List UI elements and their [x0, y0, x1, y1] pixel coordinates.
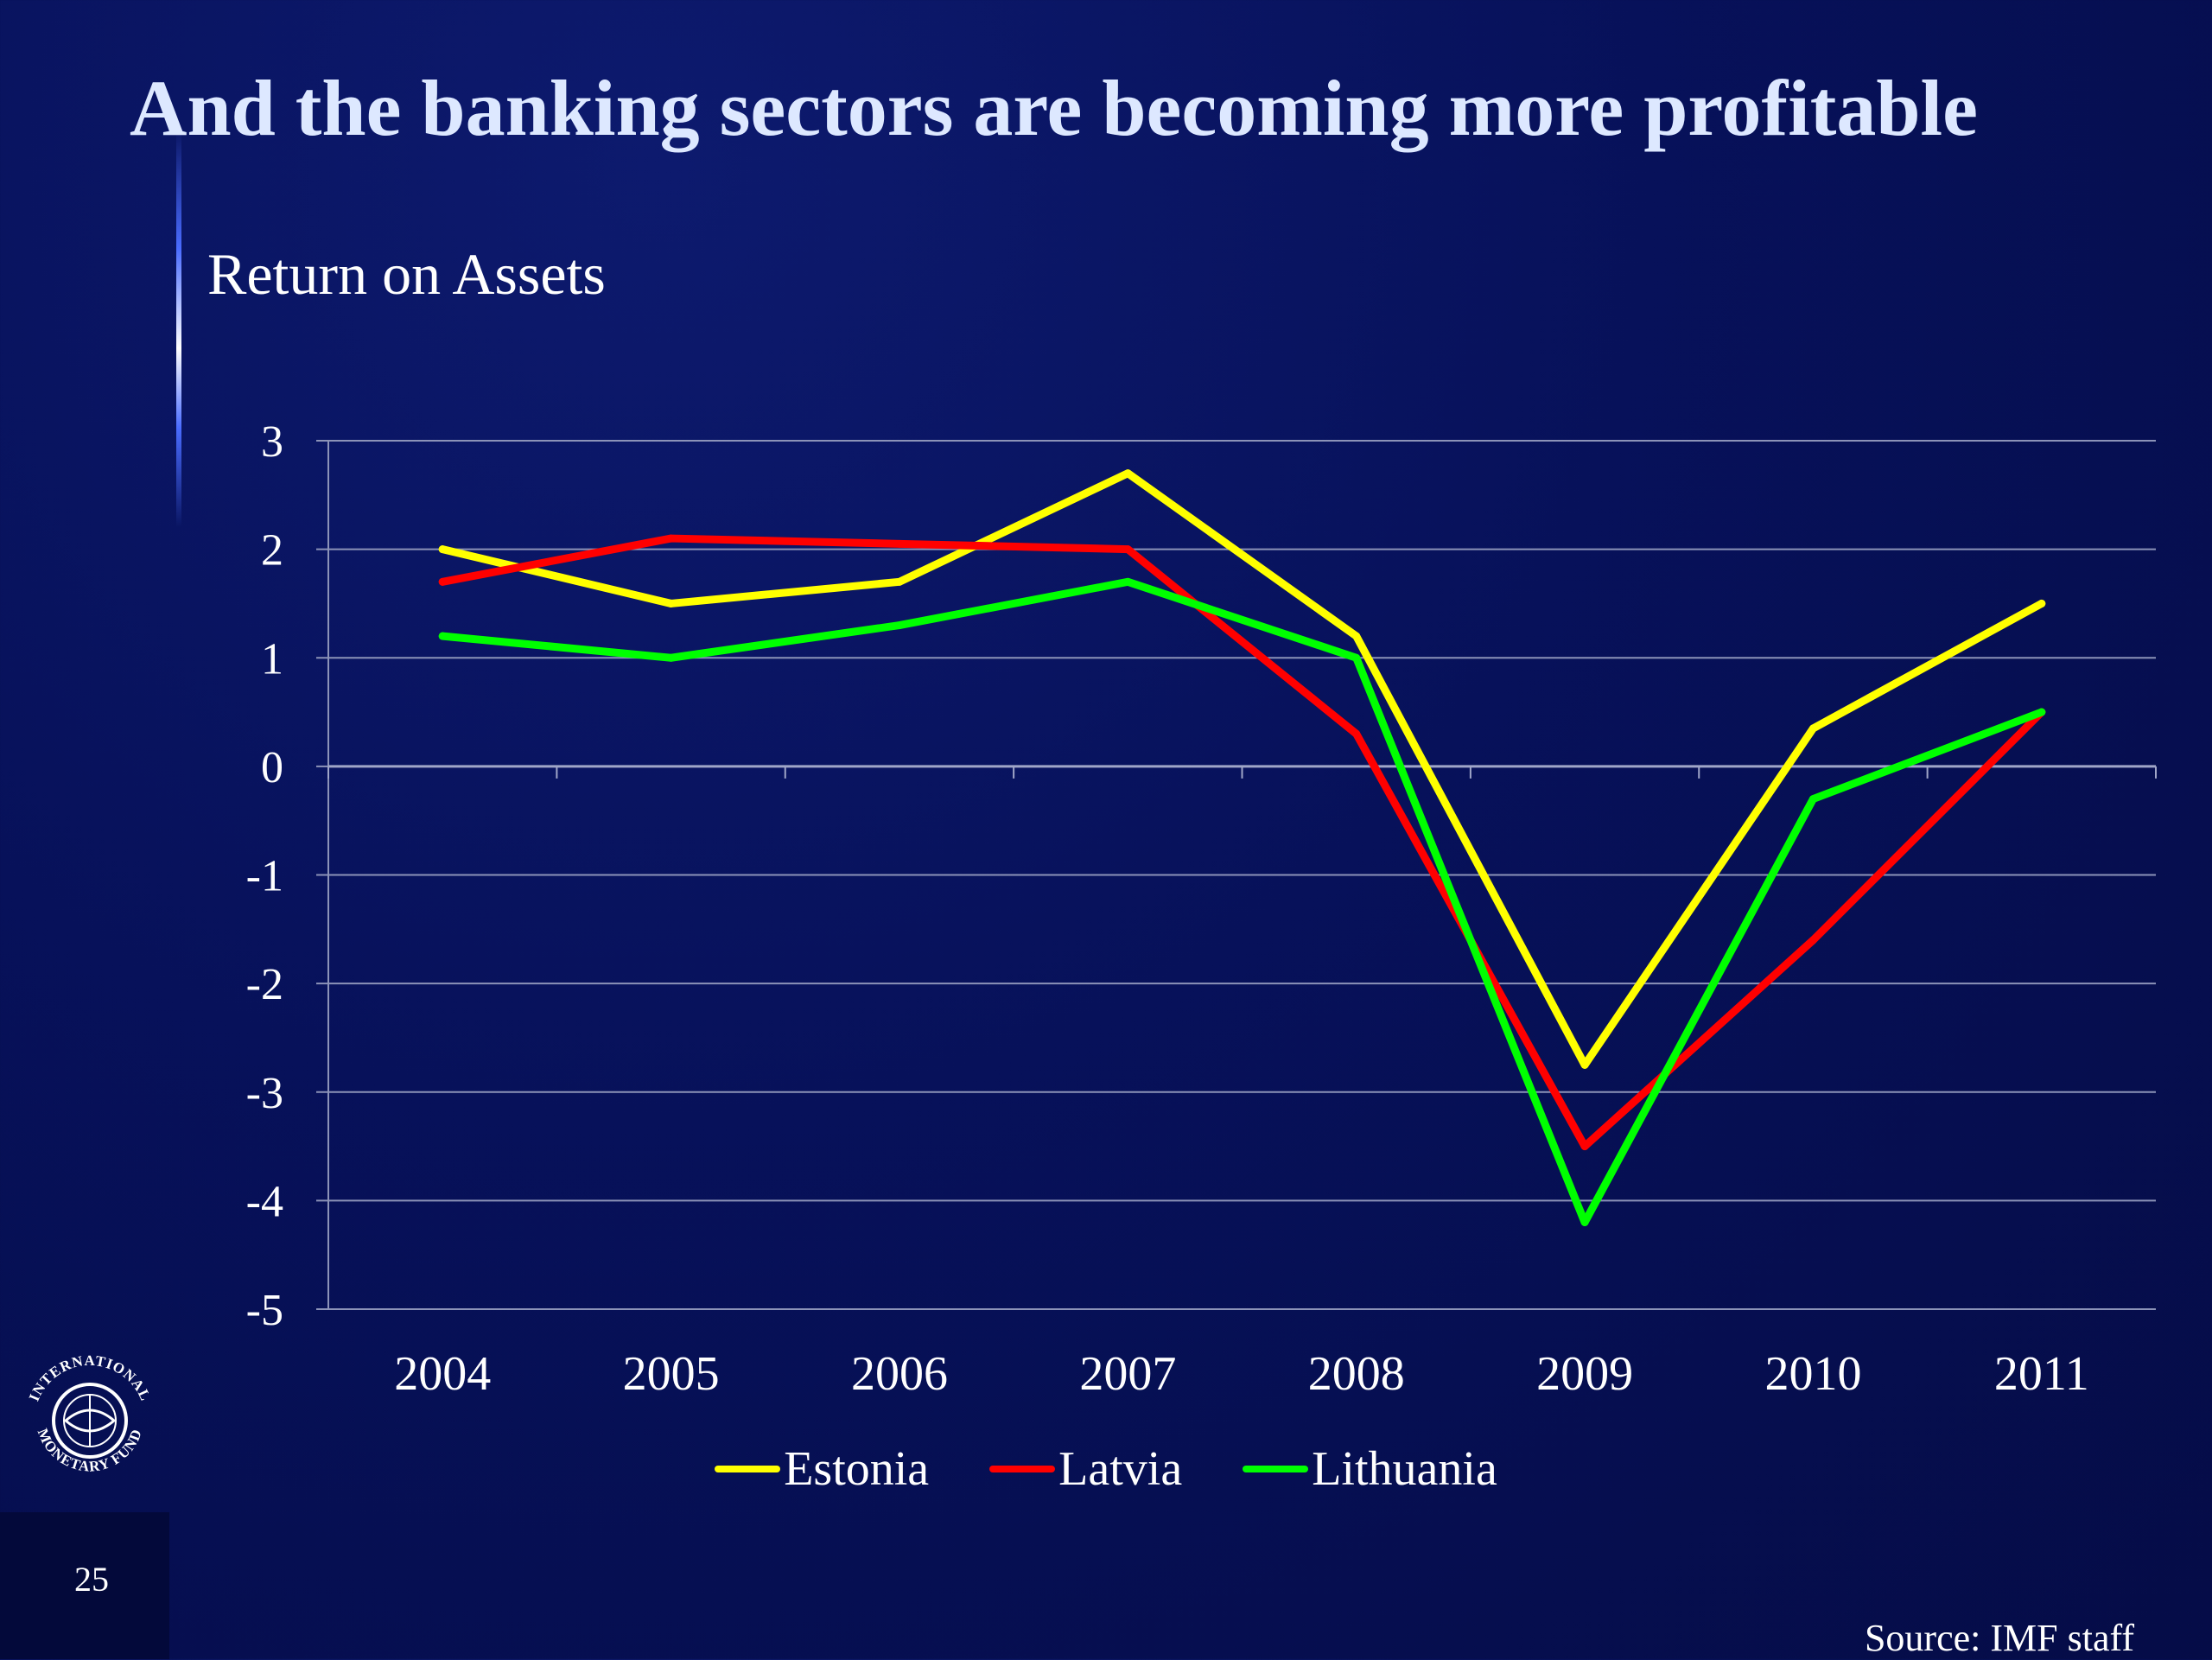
legend-label: Lithuania	[1312, 1442, 1497, 1496]
page-number-box	[0, 1512, 169, 1659]
data-point-lithuania	[1808, 795, 1817, 804]
x-tick-label: 2004	[394, 1347, 491, 1401]
data-point-latvia	[667, 534, 676, 543]
data-point-latvia	[1123, 545, 1132, 554]
data-point-latvia	[1352, 729, 1361, 738]
data-point-estonia	[667, 599, 676, 607]
series-lines	[438, 469, 2046, 1226]
legend-swatch	[715, 1466, 781, 1472]
source-note: Source: IMF staff	[1864, 1617, 2134, 1659]
y-tick-label: -4	[246, 1177, 283, 1226]
series-line-latvia	[438, 534, 2046, 1151]
series-line-estonia	[438, 469, 2046, 1069]
tick-labels: 3 2 1 0 -1 -2 -3 -4 -5 2004 2005 2006 2007 2008 2009 20…	[246, 417, 2089, 1401]
y-tick-label: 3	[261, 417, 283, 467]
legend-label: Estonia	[784, 1442, 930, 1496]
x-tick-label: 2006	[851, 1347, 948, 1401]
y-tick-label: -5	[246, 1286, 283, 1335]
slide-title: And the banking sectors are becoming mor…	[130, 64, 1978, 152]
legend-swatch	[1243, 1466, 1309, 1472]
data-point-estonia	[895, 577, 904, 586]
data-point-latvia	[438, 577, 447, 586]
data-point-lithuania	[1580, 1218, 1589, 1226]
y-tick-label: 1	[261, 634, 283, 684]
data-point-latvia	[1580, 1142, 1589, 1151]
x-tick-label: 2005	[623, 1347, 720, 1401]
legend-item-latvia: Latvia	[989, 1441, 1182, 1497]
x-tick-label: 2011	[1994, 1347, 2089, 1401]
y-tick-label: -2	[246, 960, 283, 1009]
y-tick-label: 0	[261, 743, 283, 792]
data-point-lithuania	[1123, 577, 1132, 586]
x-tick-label: 2007	[1079, 1347, 1176, 1401]
page-number: 25	[74, 1560, 109, 1599]
legend-label: Latvia	[1058, 1442, 1183, 1496]
data-point-lithuania	[438, 632, 447, 640]
data-point-latvia	[1808, 936, 1817, 944]
legend-item-lithuania: Lithuania	[1243, 1441, 1497, 1497]
data-point-latvia	[895, 539, 904, 548]
imf-seal-icon: INTERNATIONAL MONETARY FUND	[26, 1352, 153, 1475]
accent-bar	[176, 130, 181, 527]
data-point-lithuania	[1352, 653, 1361, 662]
legend-swatch	[989, 1466, 1056, 1472]
y-tick-label: -1	[246, 852, 283, 901]
data-point-lithuania	[667, 653, 676, 662]
x-tick-label: 2010	[1764, 1347, 1861, 1401]
data-point-estonia	[1580, 1060, 1589, 1069]
x-tick-label: 2008	[1308, 1347, 1405, 1401]
data-point-lithuania	[2037, 708, 2046, 716]
chart-title: Return on Assets	[207, 241, 606, 307]
data-point-estonia	[438, 545, 447, 554]
series-line-lithuania	[438, 577, 2046, 1226]
axes	[316, 440, 2157, 1310]
y-tick-label: -3	[246, 1069, 283, 1118]
y-tick-label: 2	[261, 526, 283, 576]
data-point-estonia	[2037, 599, 2046, 607]
x-tick-label: 2009	[1536, 1347, 1633, 1401]
data-point-estonia	[1808, 724, 1817, 733]
legend-item-estonia: Estonia	[715, 1441, 929, 1497]
chart-legend: Estonia Latvia Lithuania	[0, 1441, 2212, 1497]
data-point-estonia	[1352, 632, 1361, 640]
data-point-estonia	[1123, 469, 1132, 478]
data-point-lithuania	[895, 621, 904, 630]
